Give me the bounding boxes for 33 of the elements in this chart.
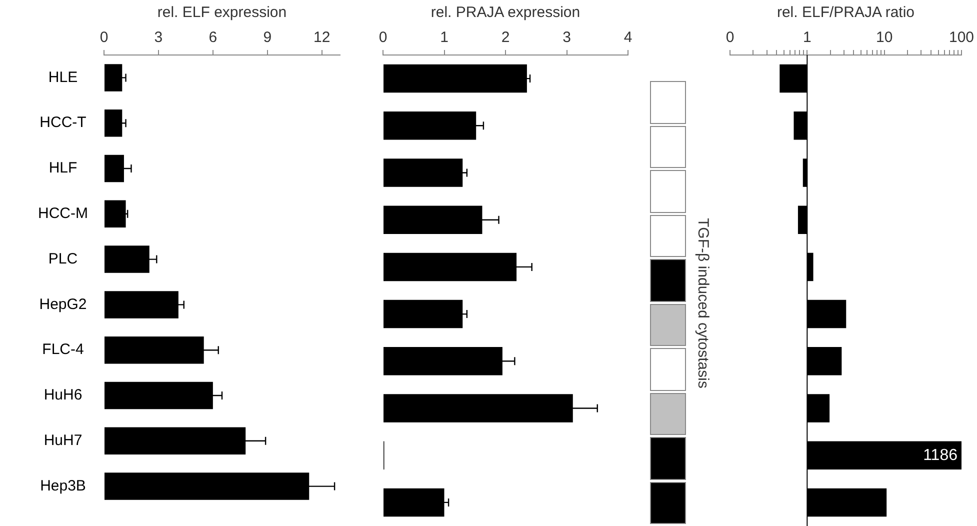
x-axis-title: rel. ELF/PRAJA ratio <box>776 4 915 22</box>
x-tick-label: 4 <box>624 29 632 46</box>
x-tick-label: 1 <box>802 29 812 46</box>
x-tick-label: 0 <box>726 29 734 46</box>
data-label: 1186 <box>923 446 958 464</box>
x-tick-label: 10 <box>876 29 893 46</box>
y-tick-label: HLE <box>48 68 78 86</box>
x-tick-label: 3 <box>562 29 571 46</box>
y-tick-label: HCC-T <box>40 114 86 132</box>
x-tick-label: 9 <box>263 29 272 46</box>
bar <box>104 64 122 92</box>
bar <box>104 200 126 228</box>
x-tick-label: 1 <box>440 29 448 46</box>
x-tick-label: 0 <box>100 29 108 46</box>
y-tick-label: HepG2 <box>39 296 87 313</box>
bar <box>384 64 527 93</box>
x-axis-title: rel. ELF expression <box>157 4 287 22</box>
x-tick-label: 6 <box>208 29 218 46</box>
x-axis-title: rel. PRAJA expression <box>430 4 580 22</box>
text: TGF-β induced cytostasis <box>694 218 712 389</box>
x-tick-label: 12 <box>314 29 330 46</box>
x-tick-label: 100 <box>948 29 974 46</box>
x-tick-label: 2 <box>501 29 510 46</box>
y-tick-label: HuH7 <box>44 432 82 450</box>
y-tick-label: HuH6 <box>44 386 82 404</box>
bar <box>104 109 122 137</box>
y-tick-label: FLC-4 <box>42 341 84 358</box>
y-tick-label: HLF <box>48 160 78 177</box>
y-tick-label: Hep3B <box>40 477 86 494</box>
y-tick-label: PLC <box>48 250 78 268</box>
x-tick-label: 0 <box>378 29 388 46</box>
y-tick-label: HCC-M <box>38 205 88 222</box>
x-tick-label: 3 <box>154 29 163 46</box>
